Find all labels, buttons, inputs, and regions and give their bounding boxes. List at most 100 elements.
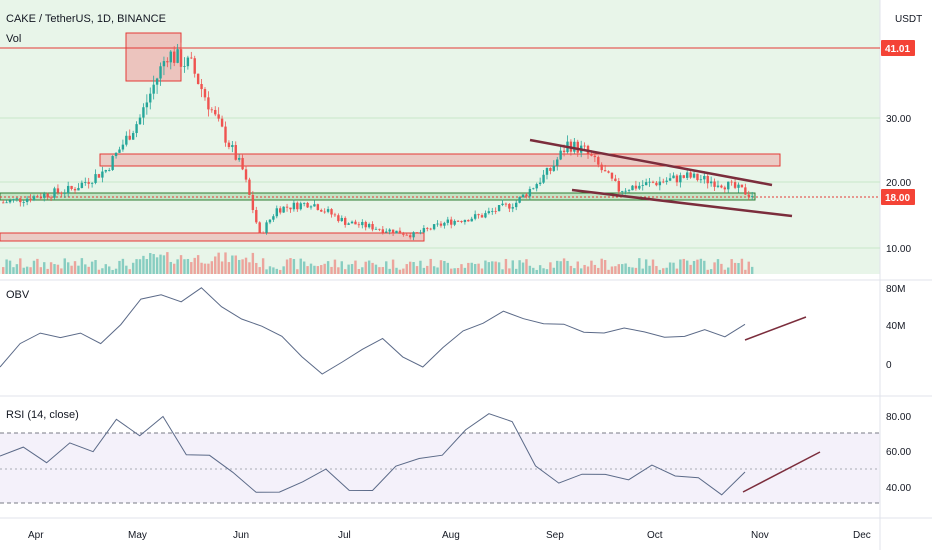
volume-bar <box>429 258 432 274</box>
rsi-group <box>0 413 746 496</box>
volume-bar <box>395 267 398 274</box>
volume-bar <box>415 266 419 274</box>
candle-body <box>36 196 39 198</box>
volume-bar <box>419 260 422 274</box>
volume-bar <box>179 255 183 274</box>
volume-bar <box>354 260 357 274</box>
volume-bar <box>374 264 378 274</box>
volume-bar <box>535 269 538 274</box>
candle-body <box>597 157 600 165</box>
volume-bar <box>614 266 617 274</box>
badge-18-bg <box>881 189 915 205</box>
candle-body <box>29 198 32 201</box>
candle-body <box>412 232 415 238</box>
candle-body <box>333 214 337 216</box>
volume-bar <box>579 268 583 274</box>
candle-body <box>316 204 320 210</box>
volume-bar <box>508 268 511 274</box>
volume-bar <box>432 266 436 274</box>
volume-bar <box>378 267 381 274</box>
x-axis: Apr May Jun Jul Aug Sep Oct Nov Dec <box>28 530 871 541</box>
obv-label: OBV <box>6 289 30 301</box>
candle-body <box>104 170 107 172</box>
candle-body <box>361 221 364 226</box>
volume-bar <box>528 265 532 274</box>
x-tick-may: May <box>128 530 147 541</box>
candle-body <box>713 181 716 187</box>
candle-body <box>114 152 118 157</box>
channel-top-line <box>529 138 773 187</box>
badge-41-bg <box>881 40 915 56</box>
volume-bar <box>600 258 603 274</box>
candle-body <box>196 73 200 85</box>
candle-body <box>583 145 586 147</box>
volume-bar <box>638 258 641 274</box>
candle-body <box>272 216 275 220</box>
candle-body <box>696 173 699 181</box>
candle-body <box>538 182 542 185</box>
volume-bar <box>111 269 114 274</box>
candle-body <box>419 232 422 234</box>
volume-bar <box>361 267 364 274</box>
volume-bar <box>689 264 692 274</box>
volume-bar <box>566 260 569 274</box>
candle-body <box>237 157 241 160</box>
rsi-tick-60: 60.00 <box>886 447 911 458</box>
volume-bar <box>682 258 685 274</box>
volume-bar <box>241 259 244 274</box>
volume-bar <box>405 264 408 274</box>
candle-body <box>25 198 29 203</box>
volume-bar <box>651 259 655 274</box>
candle-body <box>497 205 501 212</box>
candle-body <box>108 169 111 171</box>
candle-body <box>296 202 299 210</box>
volume-bar <box>538 265 542 274</box>
candle-body <box>173 51 176 63</box>
volume-bar <box>668 262 672 274</box>
candle-body <box>183 66 186 67</box>
volume-bar <box>467 262 470 274</box>
candle-body <box>477 214 480 216</box>
candle-body <box>77 187 80 191</box>
volume-bar <box>525 259 528 274</box>
candle-body <box>43 193 46 198</box>
candle-body <box>614 178 617 182</box>
volume-bar <box>723 269 727 274</box>
candle-body <box>641 185 644 186</box>
volume-bar <box>149 253 152 274</box>
volume-bar <box>282 266 285 274</box>
candle-body <box>487 211 491 214</box>
volume-bar <box>556 260 559 274</box>
candle-body <box>162 61 166 67</box>
obv-trend-line <box>744 316 807 341</box>
candle-body <box>378 228 381 230</box>
chart-title: CAKE / TetherUS, 1D, BINANCE <box>6 13 166 25</box>
candle-body <box>405 234 408 236</box>
candle-body <box>292 202 296 210</box>
volume-bar <box>402 268 405 274</box>
volume-bar <box>371 262 374 274</box>
volume-bar <box>716 259 720 274</box>
candle-body <box>723 187 727 190</box>
candle-body <box>545 167 549 175</box>
volume-bar <box>422 267 426 274</box>
candle-body <box>426 228 429 229</box>
candle-body <box>364 221 367 228</box>
candle-body <box>337 215 340 222</box>
volume-bar <box>94 260 97 274</box>
candle-body <box>261 232 265 234</box>
volume-bar <box>323 263 326 274</box>
candle-body <box>306 202 309 208</box>
volume-bar <box>713 262 716 274</box>
volume-bar <box>480 268 484 274</box>
channel-bottom-line <box>571 188 793 218</box>
candle-body <box>542 174 545 183</box>
candle-body <box>491 210 494 212</box>
candle-body <box>627 190 631 192</box>
volume-bar <box>456 268 460 274</box>
volume-label: Vol <box>6 33 21 45</box>
volume-bar <box>302 261 306 274</box>
candle-body <box>179 49 183 67</box>
candle-body <box>398 230 402 234</box>
volume-bar <box>203 263 207 274</box>
